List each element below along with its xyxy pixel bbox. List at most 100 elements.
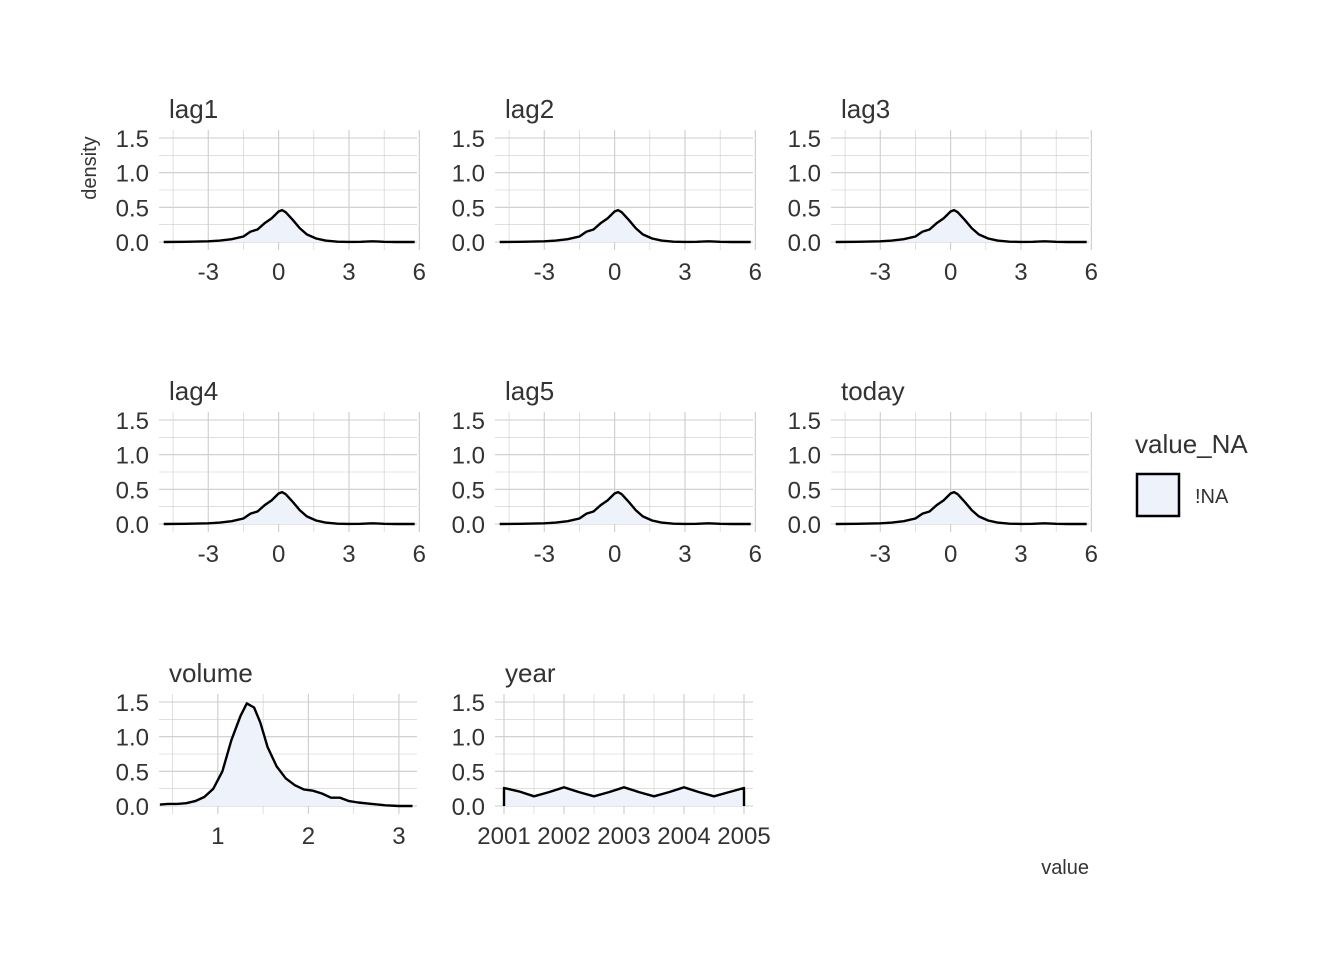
- y-tick-label: 0.5: [116, 477, 149, 504]
- density-area-lag1: [163, 210, 415, 242]
- x-tick-label: 6: [1085, 541, 1098, 568]
- y-tick-label: 0.5: [452, 195, 485, 222]
- x-tick-label: -3: [198, 541, 219, 568]
- density-line-today: [835, 490, 1087, 526]
- y-tick-label: 1.5: [452, 126, 485, 153]
- y-tick-label: 0.0: [116, 230, 149, 257]
- x-tick-label: -3: [870, 259, 891, 286]
- density-area-lag5: [499, 492, 751, 524]
- x-tick-label: 3: [392, 823, 405, 850]
- y-tick-label: 1.0: [116, 161, 149, 188]
- x-tick-label: 3: [342, 259, 355, 286]
- facet-title: lag1: [169, 94, 218, 124]
- x-tick-label: 0: [608, 259, 621, 286]
- x-tick-label: 2: [302, 823, 315, 850]
- x-tick-label: 0: [944, 259, 957, 286]
- facet-title: year: [505, 658, 556, 688]
- y-tick-label: 0.5: [116, 759, 149, 786]
- panel-today: -3 0 3 6 0.0 0.5 1.0 1.5 today: [788, 376, 1098, 568]
- x-tick-label: 6: [413, 541, 426, 568]
- x-tick-label: 0: [608, 541, 621, 568]
- y-tick-label: 1.5: [116, 126, 149, 153]
- y-tick-label: 0.5: [116, 195, 149, 222]
- x-tick-label: 1: [211, 823, 224, 850]
- y-tick-label: 1.5: [116, 690, 149, 717]
- density-area-lag4: [163, 492, 415, 524]
- facet-title: lag5: [505, 376, 554, 406]
- panel-lag1: -3 0 3 6 0.0 0.5 1.0 1.5 lag1: [116, 94, 426, 286]
- x-tick-label: -3: [198, 259, 219, 286]
- legend-entry-label: !NA: [1195, 486, 1229, 508]
- y-axis-label: density: [79, 136, 101, 199]
- legend: value_NA !NA: [1135, 429, 1248, 518]
- y-tick-label: 1.0: [452, 161, 485, 188]
- y-tick-label: 1.5: [116, 408, 149, 435]
- panel-lag4: -3 0 3 6 0.0 0.5 1.0 1.5 lag4: [116, 376, 426, 568]
- y-tick-label: 0.5: [452, 477, 485, 504]
- facet-title: volume: [169, 658, 253, 688]
- y-tick-label: 1.0: [788, 443, 821, 470]
- density-area-lag2: [499, 210, 751, 242]
- x-tick-label: 6: [749, 541, 762, 568]
- facet-title: today: [841, 376, 905, 406]
- y-tick-label: 1.0: [452, 725, 485, 752]
- x-tick-label: -3: [534, 541, 555, 568]
- x-tick-label: 2002: [537, 823, 590, 850]
- y-tick-label: 0.5: [788, 477, 821, 504]
- density-area-year: [504, 787, 744, 806]
- density-line-lag5: [499, 490, 751, 526]
- density-line-lag2: [499, 208, 751, 244]
- x-tick-label: 3: [342, 541, 355, 568]
- x-axis-label: value: [1041, 857, 1089, 879]
- y-tick-label: 1.0: [452, 443, 485, 470]
- y-tick-label: 1.0: [116, 725, 149, 752]
- density-line-lag3: [835, 208, 1087, 244]
- facet-title: lag2: [505, 94, 554, 124]
- y-tick-label: 1.5: [788, 126, 821, 153]
- density-line-lag4: [163, 490, 415, 526]
- legend-title: value_NA: [1135, 429, 1248, 459]
- density-line-lag1: [163, 208, 415, 244]
- x-tick-label: 2003: [597, 823, 650, 850]
- x-tick-label: 3: [678, 541, 691, 568]
- density-line-volume: [159, 702, 413, 808]
- y-tick-label: 1.5: [452, 690, 485, 717]
- facet-title: lag4: [169, 376, 218, 406]
- panel-year: 2001 2002 2003 2004 2005 0.0 0.5 1.0 1.5 year: [452, 658, 771, 850]
- x-tick-label: 3: [678, 259, 691, 286]
- x-tick-label: 6: [749, 259, 762, 286]
- density-area-volume: [159, 703, 413, 806]
- panel-lag2: -3 0 3 6 0.0 0.5 1.0 1.5 lag2: [452, 94, 762, 286]
- panel-lag3: -3 0 3 6 0.0 0.5 1.0 1.5 lag3: [788, 94, 1098, 286]
- legend-key-swatch: [1135, 472, 1181, 518]
- y-tick-label: 0.0: [452, 230, 485, 257]
- x-tick-label: 2004: [657, 823, 710, 850]
- density-area-lag3: [835, 210, 1087, 242]
- x-tick-label: 0: [272, 259, 285, 286]
- panel-lag5: -3 0 3 6 0.0 0.5 1.0 1.5 lag5: [452, 376, 762, 568]
- facet-panels: -3 0 3 6 0.0 0.5 1.0 1.5 lag1 -3 0 3 6 0.0 0.5 1.0 1.5 la…: [116, 94, 1098, 850]
- x-tick-label: -3: [534, 259, 555, 286]
- facet-title: lag3: [841, 94, 890, 124]
- y-tick-label: 0.0: [116, 794, 149, 821]
- y-tick-label: 0.0: [452, 794, 485, 821]
- panel-volume: 1 2 3 0.0 0.5 1.0 1.5 volume: [116, 658, 417, 850]
- y-tick-label: 0.0: [116, 512, 149, 539]
- x-tick-label: 0: [944, 541, 957, 568]
- y-tick-label: 0.0: [788, 230, 821, 257]
- x-tick-label: 3: [1014, 541, 1027, 568]
- x-tick-label: -3: [870, 541, 891, 568]
- x-tick-label: 6: [413, 259, 426, 286]
- density-line-year: [502, 786, 746, 806]
- x-tick-label: 6: [1085, 259, 1098, 286]
- y-tick-label: 0.5: [788, 195, 821, 222]
- y-tick-label: 0.5: [452, 759, 485, 786]
- x-tick-label: 2001: [477, 823, 530, 850]
- y-tick-label: 0.0: [452, 512, 485, 539]
- y-tick-label: 1.0: [116, 443, 149, 470]
- density-area-today: [835, 492, 1087, 524]
- y-tick-label: 0.0: [788, 512, 821, 539]
- x-tick-label: 2005: [717, 823, 770, 850]
- y-tick-label: 1.5: [788, 408, 821, 435]
